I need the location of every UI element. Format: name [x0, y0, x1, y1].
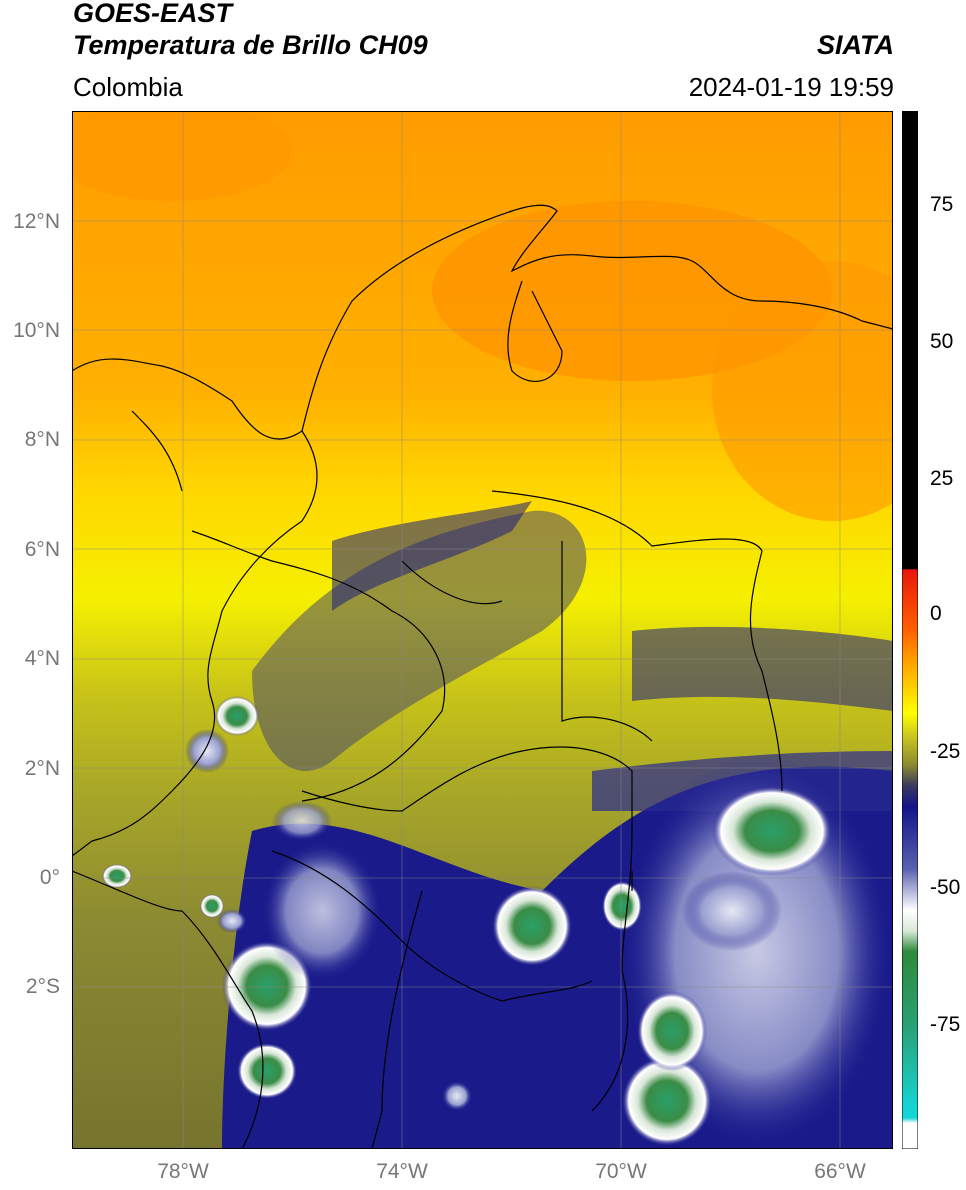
lat-label-4n: 4°N	[24, 647, 60, 670]
colorbar	[902, 111, 918, 1149]
title-satellite: GOES-EAST	[73, 0, 233, 28]
lon-label-66w: 66°W	[814, 1160, 866, 1183]
datetime-label: 2024-01-19 19:59	[688, 72, 894, 102]
lat-label-6n: 6°N	[24, 538, 60, 561]
lat-label-10n: 10°N	[13, 319, 60, 342]
organization-label: SIATA	[817, 30, 894, 60]
lat-label-0: 0°	[39, 866, 60, 889]
colorbar-tick-75: 75	[930, 193, 954, 216]
lat-label-2s: 2°S	[25, 975, 60, 998]
colorbar-tick-50: 50	[930, 330, 954, 353]
lat-label-2n: 2°N	[24, 757, 60, 780]
lat-label-8n: 8°N	[24, 428, 60, 451]
lon-label-78w: 78°W	[157, 1160, 209, 1183]
colorbar-tick-25: 25	[930, 467, 954, 490]
lon-label-74w: 74°W	[376, 1160, 428, 1183]
colorbar-tick-0: 0	[930, 602, 942, 625]
lon-label-70w: 70°W	[595, 1160, 647, 1183]
brightness-temperature-map	[72, 111, 893, 1149]
region-label: Colombia	[73, 72, 183, 102]
colorbar-tick-neg50: -50	[930, 876, 961, 899]
title-product: Temperatura de Brillo CH09	[73, 30, 428, 60]
lat-label-12n: 12°N	[13, 210, 60, 233]
colorbar-tick-neg75: -75	[930, 1013, 961, 1036]
colorbar-tick-neg25: -25	[930, 740, 961, 763]
